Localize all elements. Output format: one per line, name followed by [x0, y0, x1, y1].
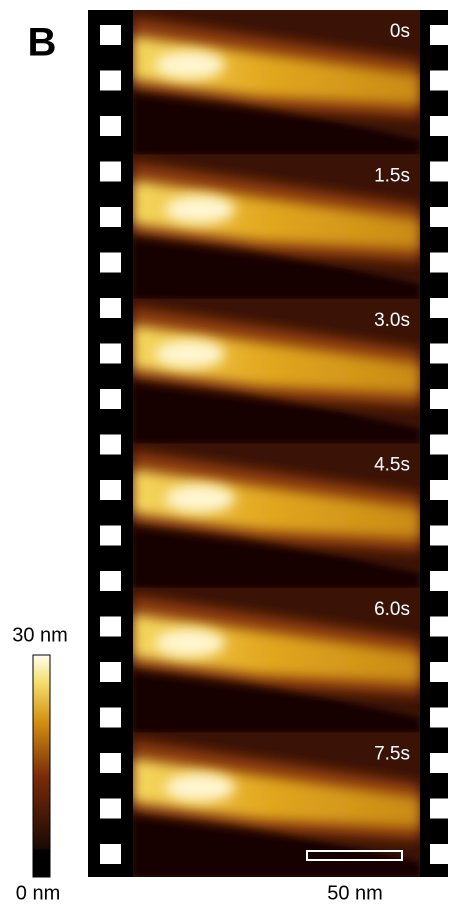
sprocket-hole — [100, 207, 121, 227]
bright-spot — [165, 773, 235, 801]
sprocket-hole — [100, 844, 121, 864]
sprocket-hole — [430, 844, 448, 864]
sprocket-hole — [430, 435, 448, 455]
bright-spot — [155, 340, 225, 368]
sprocket-hole — [430, 617, 448, 637]
frames: 0s 1.5s 3.0s 4.5s 6.0s 7.5s — [133, 10, 420, 877]
sprocket-hole — [430, 799, 448, 819]
afm-frame: 3.0s — [133, 299, 420, 444]
sprocket-hole — [100, 799, 121, 819]
scale-bar-label: 50 nm — [327, 882, 383, 904]
sprocket-hole — [100, 116, 121, 136]
figure: B 0s 1.5s 3.0s 4.5s 6.0s 7.5s 30 nm 0 nm 50 n… — [0, 0, 450, 910]
sprocket-hole — [430, 662, 448, 682]
colorbar-min-label: 0 nm — [16, 882, 60, 904]
sprocket-hole — [100, 526, 121, 546]
sprocket-hole — [430, 344, 448, 364]
afm-frame: 7.5s — [133, 733, 420, 878]
sprocket-hole — [430, 253, 448, 273]
frame-time: 7.5s — [374, 744, 410, 765]
sprocket-hole — [430, 298, 448, 318]
sprocket-hole — [430, 389, 448, 409]
sprocket-hole — [100, 753, 121, 773]
bright-spot — [155, 629, 225, 657]
sprocket-hole — [100, 662, 121, 682]
sprocket-hole — [100, 435, 121, 455]
sprocket-hole — [430, 25, 448, 45]
afm-frame: 0s — [133, 10, 420, 155]
panel-label: B — [28, 21, 57, 65]
afm-frame: 1.5s — [133, 155, 420, 300]
sprocket-hole — [100, 25, 121, 45]
bright-spot — [165, 484, 235, 512]
sprocket-hole — [100, 71, 121, 91]
sprocket-hole — [430, 526, 448, 546]
colorbar-max-label: 30 nm — [12, 624, 68, 646]
sprocket-hole — [430, 708, 448, 728]
sprocket-hole — [100, 162, 121, 182]
sprocket-hole — [100, 389, 121, 409]
sprocket-hole — [100, 571, 121, 591]
sprocket-hole — [100, 708, 121, 728]
sprocket-hole — [430, 162, 448, 182]
sprocket-hole — [430, 207, 448, 227]
frame-time: 3.0s — [374, 310, 410, 331]
frame-time: 4.5s — [374, 455, 410, 476]
bright-spot — [155, 51, 225, 79]
sprocket-hole — [430, 480, 448, 500]
sprocket-hole — [430, 571, 448, 591]
afm-frame: 6.0s — [133, 588, 420, 733]
sprocket-hole — [100, 344, 121, 364]
bright-spot — [165, 195, 235, 223]
sprocket-hole — [430, 753, 448, 773]
sprocket-hole — [430, 71, 448, 91]
frame-time: 1.5s — [374, 166, 410, 187]
frame-time: 0s — [390, 21, 410, 42]
colorbar — [33, 655, 50, 877]
sprocket-hole — [430, 116, 448, 136]
afm-frame: 4.5s — [133, 444, 420, 589]
sprocket-hole — [100, 480, 121, 500]
sprocket-hole — [100, 617, 121, 637]
frame-time: 6.0s — [374, 599, 410, 620]
sprocket-hole — [100, 298, 121, 318]
sprocket-hole — [100, 253, 121, 273]
